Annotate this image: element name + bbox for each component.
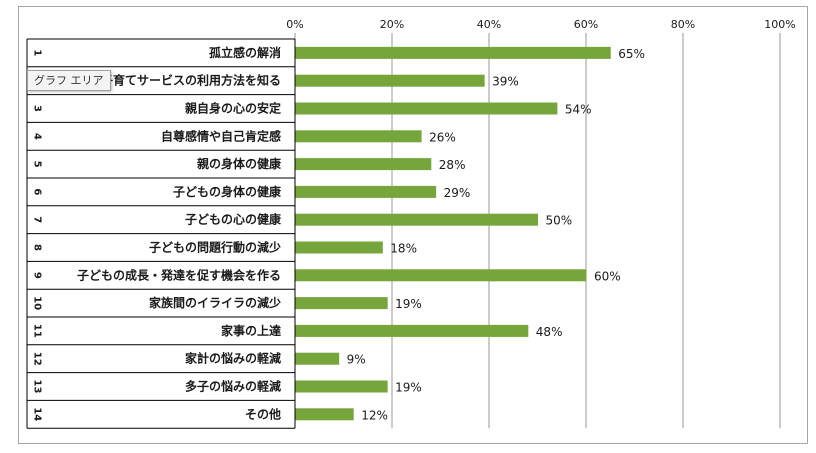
category-label: 親の身体の健康 [197,156,282,171]
bar [295,74,485,87]
row-number-label: 5 [32,161,43,168]
row-number-label: 12 [32,352,43,366]
category-label: 多子の悩みの軽減 [185,379,281,394]
row-number-label: 1 [32,49,43,56]
bar [295,102,558,115]
category-label: その他 [245,406,281,421]
category-label: 子どもの問題行動の減少 [149,240,281,255]
row-number-label: 14 [32,407,43,421]
category-label: 自尊感情や自己肯定感 [161,128,281,143]
category-label: 家族間のイライラの減少 [149,295,281,310]
data-label: 26% [429,130,456,144]
bar [295,241,383,254]
chart-area-tooltip: グラフ エリア [27,70,111,91]
x-tick-label: 100% [764,18,795,31]
bar [295,46,611,59]
data-label: 48% [536,325,563,339]
row-number-label: 11 [32,324,43,338]
bar [295,269,587,282]
data-label: 50% [546,214,573,228]
category-label: 家計の悩みの軽減 [185,351,281,366]
bar-chart: 0%20%40%60%80%100%1孤立感の解消65%2子育てサービスの利用方… [26,18,796,429]
row-number-label: 7 [32,216,43,223]
category-label: 親自身の心の安定 [185,101,281,116]
category-label: 家事の上達 [221,323,281,338]
x-tick-label: 20% [380,18,404,31]
data-label: 19% [395,381,422,395]
row-number-label: 3 [32,105,43,112]
data-label: 54% [565,103,592,117]
data-label: 18% [390,242,417,256]
row-number-label: 4 [32,133,43,140]
row-number-label: 8 [32,244,43,251]
bar [295,380,388,393]
data-label: 65% [618,47,645,61]
chart-area[interactable]: 0%20%40%60%80%100%1孤立感の解消65%2子育てサービスの利用方… [18,6,808,444]
bar [295,185,437,198]
data-label: 29% [444,186,471,200]
x-tick-label: 0% [286,18,303,31]
bar [295,297,388,310]
category-label: 子育てサービスの利用方法を知る [101,73,281,88]
data-label: 60% [594,269,621,283]
x-tick-label: 60% [574,18,598,31]
data-label: 28% [439,158,466,172]
bar [295,408,354,421]
category-label: 子どもの心の健康 [185,212,282,227]
row-number-label: 10 [32,296,43,310]
category-label: 子どもの身体の健康 [173,184,282,199]
row-number-label: 6 [32,188,43,195]
data-label: 39% [492,75,519,89]
bar [295,213,538,226]
bar [295,324,529,337]
row-number-label: 13 [32,380,43,394]
bar [295,158,432,171]
category-label: 子どもの成長・発達を促す機会を作る [77,267,281,282]
data-label: 19% [395,297,422,311]
bar [295,130,422,143]
data-label: 12% [361,408,388,422]
bar [295,352,340,365]
row-number-label: 9 [32,272,43,279]
x-tick-label: 80% [671,18,695,31]
data-label: 9% [347,353,366,367]
category-label: 孤立感の解消 [209,45,281,60]
x-tick-label: 40% [477,18,501,31]
